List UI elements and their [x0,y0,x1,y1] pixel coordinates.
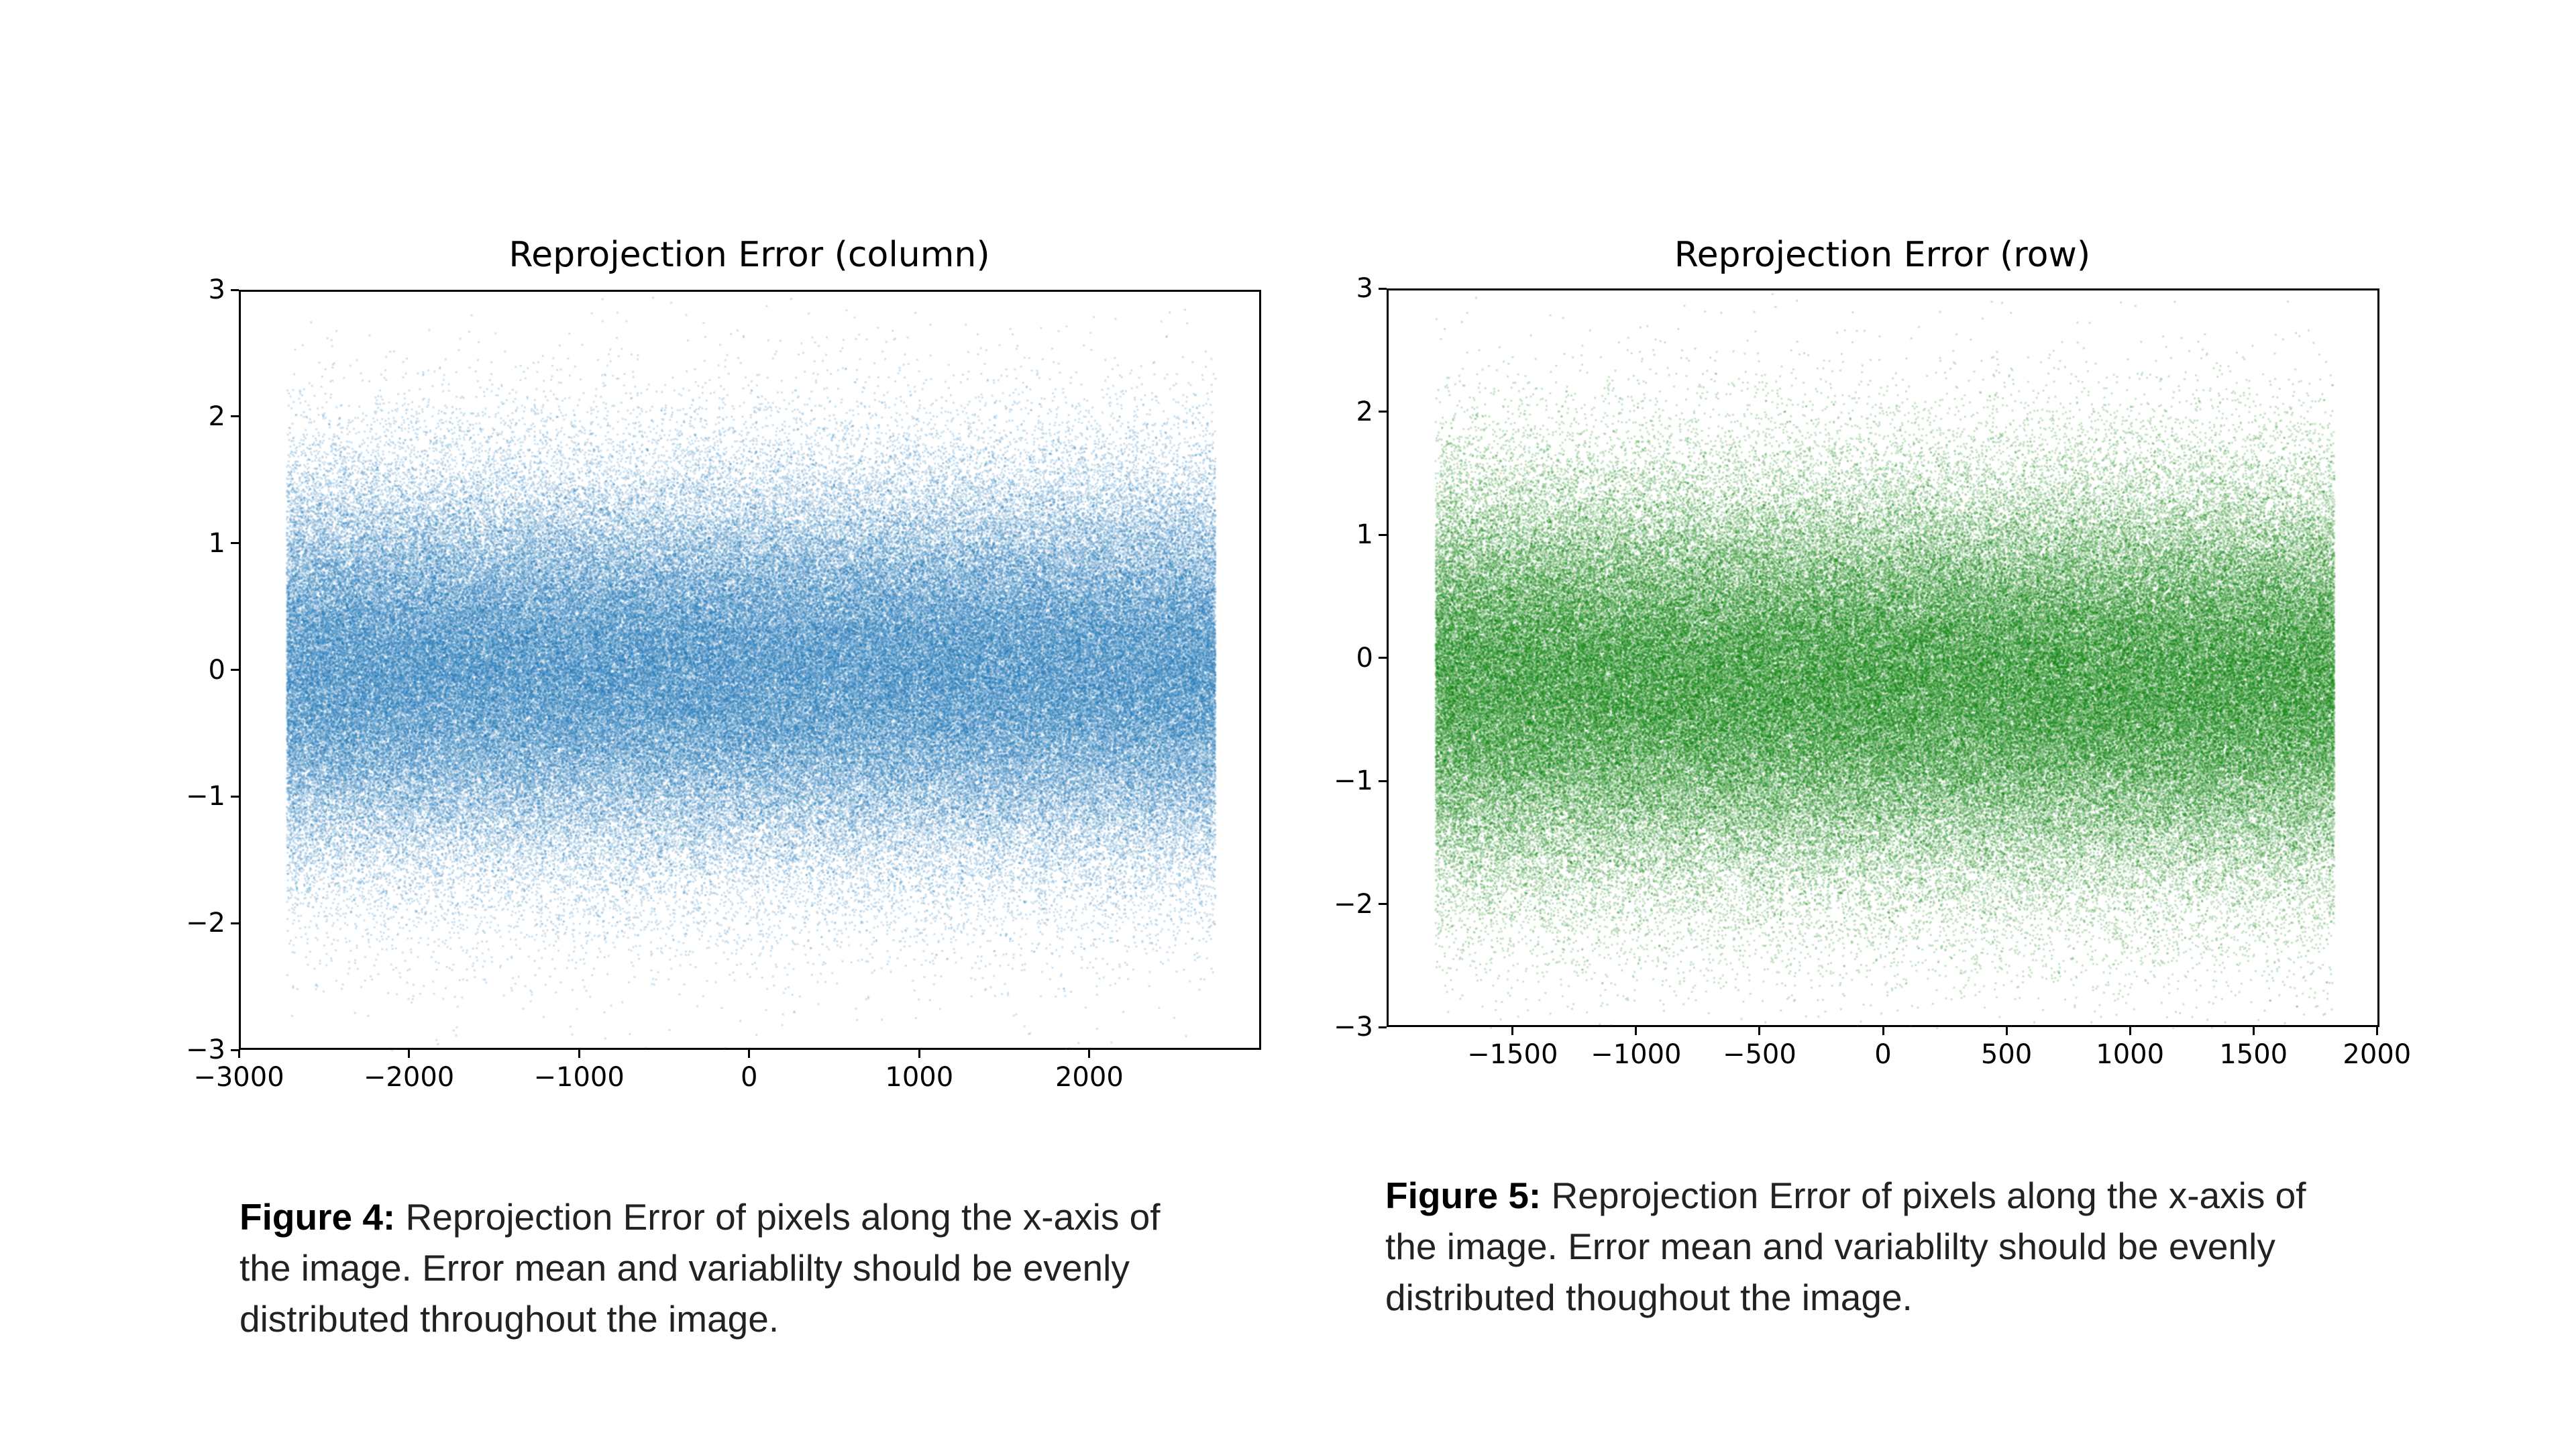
x-tick-label: −2000 [363,1062,455,1093]
y-tick-mark [231,795,239,798]
x-tick-mark [1635,1027,1638,1035]
x-tick-label: 1500 [2219,1039,2288,1070]
plot-title: Reprojection Error (column) [508,235,990,275]
x-tick-mark [748,1050,751,1058]
x-tick-label: −500 [1722,1039,1796,1070]
scatter-points [241,292,1263,1052]
x-tick-label: 0 [740,1062,758,1093]
y-tick-mark [1379,657,1387,659]
x-tick-label: 1000 [2096,1039,2165,1070]
x-tick-label: 2000 [2343,1039,2412,1070]
y-tick-mark [1379,903,1387,905]
x-tick-label: −3000 [193,1062,284,1093]
x-tick-mark [1758,1027,1761,1035]
x-tick-mark [1511,1027,1514,1035]
y-tick-mark [1379,533,1387,536]
x-tick-mark [237,1050,240,1058]
x-tick-label: 500 [1980,1039,2033,1070]
y-tick-label: −1 [1334,765,1373,796]
y-tick-mark [1379,1026,1387,1028]
x-tick-mark [2375,1027,2378,1035]
y-tick-label: −3 [1334,1012,1373,1042]
y-tick-mark [1379,780,1387,782]
y-tick-label: 3 [1356,273,1373,304]
y-tick-label: −3 [186,1034,225,1065]
y-tick-mark [1379,287,1387,290]
figure-5-caption: Figure 5: Reprojection Error of pixels a… [1385,1170,2365,1323]
y-tick-mark [231,922,239,924]
y-tick-label: 1 [208,527,225,559]
x-tick-label: −1000 [1591,1039,1682,1070]
x-tick-label: −1500 [1467,1039,1558,1070]
y-tick-mark [1379,411,1387,413]
y-tick-mark [231,288,239,291]
x-tick-mark [1088,1050,1091,1058]
y-tick-label: 1 [1356,519,1373,550]
y-tick-label: −2 [186,908,225,939]
plot-area [1387,288,2381,1029]
y-tick-mark [231,415,239,418]
caption-text: Reprojection Error of pixels along the x… [239,1196,1161,1340]
x-tick-mark [2005,1027,2008,1035]
plot-area [239,290,1263,1052]
y-tick-label: −2 [1334,888,1373,920]
y-tick-mark [231,542,239,545]
y-tick-mark [231,1049,239,1051]
x-tick-mark [2129,1027,2131,1035]
x-tick-label: −1000 [533,1062,625,1093]
figure-4-caption: Figure 4: Reprojection Error of pixels a… [239,1191,1219,1344]
caption-label: Figure 4: [239,1196,396,1238]
x-tick-label: 2000 [1055,1062,1124,1093]
caption-label: Figure 5: [1385,1175,1542,1216]
x-tick-mark [1882,1027,1884,1035]
caption-text: Reprojection Error of pixels along the x… [1385,1175,2306,1318]
x-tick-mark [918,1050,920,1058]
y-tick-label: −1 [186,781,225,812]
x-tick-mark [408,1050,411,1058]
x-tick-mark [578,1050,580,1058]
x-tick-mark [2252,1027,2255,1035]
scatter-points [1389,290,2381,1029]
y-tick-mark [231,669,239,671]
x-tick-label: 0 [1874,1039,1892,1070]
y-tick-label: 2 [208,400,225,432]
y-tick-label: 0 [1356,642,1373,674]
y-tick-label: 0 [208,654,225,686]
y-tick-label: 3 [208,274,225,305]
plot-title: Reprojection Error (row) [1674,235,2091,275]
x-tick-label: 1000 [885,1062,954,1093]
y-tick-label: 2 [1356,396,1373,427]
